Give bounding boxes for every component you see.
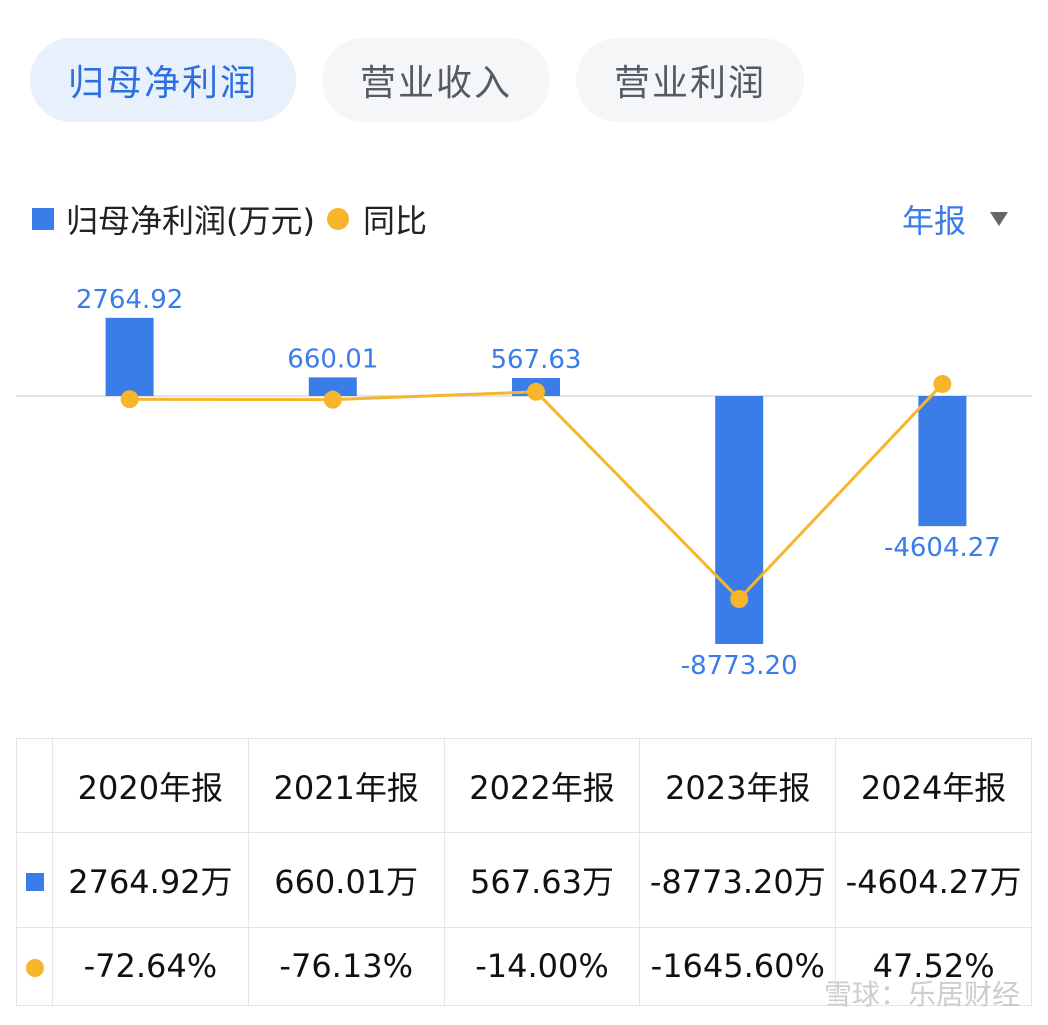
yoy-point-3: [730, 590, 749, 608]
metric-tabs: 归母净利润 营业收入 营业利润: [30, 38, 805, 122]
yoy-line: [129, 382, 944, 602]
bar-4: [918, 396, 967, 527]
yoy-point-0: [120, 390, 139, 409]
tab-revenue[interactable]: 营业收入: [322, 38, 551, 122]
table-corner-cell: [16, 737, 53, 834]
tab-net-profit[interactable]: 归母净利润: [30, 38, 297, 122]
yoy-row-marker: [16, 926, 53, 1007]
tab-operating-profit[interactable]: 营业利润: [576, 38, 805, 122]
bar-data-label: -4604.27: [884, 533, 1001, 563]
yoy-point-2: [527, 382, 545, 401]
line-marker-icon: [25, 959, 44, 978]
bar-data-label: 567.63: [491, 345, 582, 375]
table-cell: 567.63万: [443, 832, 641, 928]
bar-0: [105, 317, 154, 396]
data-table: 2020年报 2021年报 2022年报 2023年报 2024年报 2764.…: [16, 737, 1032, 1007]
table-cell: -4604.27万: [835, 832, 1032, 928]
table-header-cell: 2022年报: [443, 737, 641, 834]
line-legend-swatch: [326, 208, 349, 230]
table-header-cell: 2020年报: [52, 737, 249, 834]
table-cell: -14.00%: [443, 926, 641, 1007]
bar-marker-icon: [25, 873, 44, 892]
bar-data-label: 660.01: [287, 344, 378, 374]
period-select-label: 年报: [901, 202, 966, 240]
table-cell: 47.52%: [835, 926, 1032, 1007]
table-cell: 2764.92万: [52, 832, 249, 928]
profit-row-marker: [16, 832, 53, 928]
bar-data-label: 2764.92: [76, 285, 184, 315]
table-header-cell: 2024年报: [835, 737, 1032, 834]
table-row-profit: 2764.92万 660.01万 567.63万 -8773.20万 -4604…: [16, 832, 1032, 928]
table-cell: -1645.60%: [639, 926, 837, 1007]
table-cell: -76.13%: [247, 926, 445, 1007]
chart-legend: 归母净利润(万元) 同比: [32, 196, 427, 242]
bar-data-label: -8773.20: [681, 651, 798, 681]
line-legend-label: 同比: [362, 202, 427, 240]
table-header-cell: 2023年报: [639, 737, 837, 834]
watermark: 雪球：乐居财经: [823, 978, 1020, 1011]
yoy-point-4: [933, 374, 952, 393]
table-cell: -8773.20万: [639, 832, 837, 928]
table-cell: 660.01万: [247, 832, 445, 928]
chevron-down-icon: [990, 212, 1008, 226]
period-select[interactable]: 年报: [902, 196, 1008, 242]
table-row-yoy: -72.64% -76.13% -14.00% -1645.60% 47.52%: [16, 926, 1032, 1007]
table-header-row: 2020年报 2021年报 2022年报 2023年报 2024年报: [16, 737, 1032, 834]
bar-1: [308, 377, 357, 396]
net-profit-chart: 2764.92 660.01 567.63 -8773.20 -4604.27: [16, 285, 1032, 681]
yoy-point-1: [323, 390, 342, 409]
table-header-cell: 2021年报: [247, 737, 445, 834]
table-cell: -72.64%: [52, 926, 249, 1007]
bar-legend-swatch: [32, 208, 54, 230]
bar-legend-label: 归母净利润(万元): [66, 202, 315, 240]
